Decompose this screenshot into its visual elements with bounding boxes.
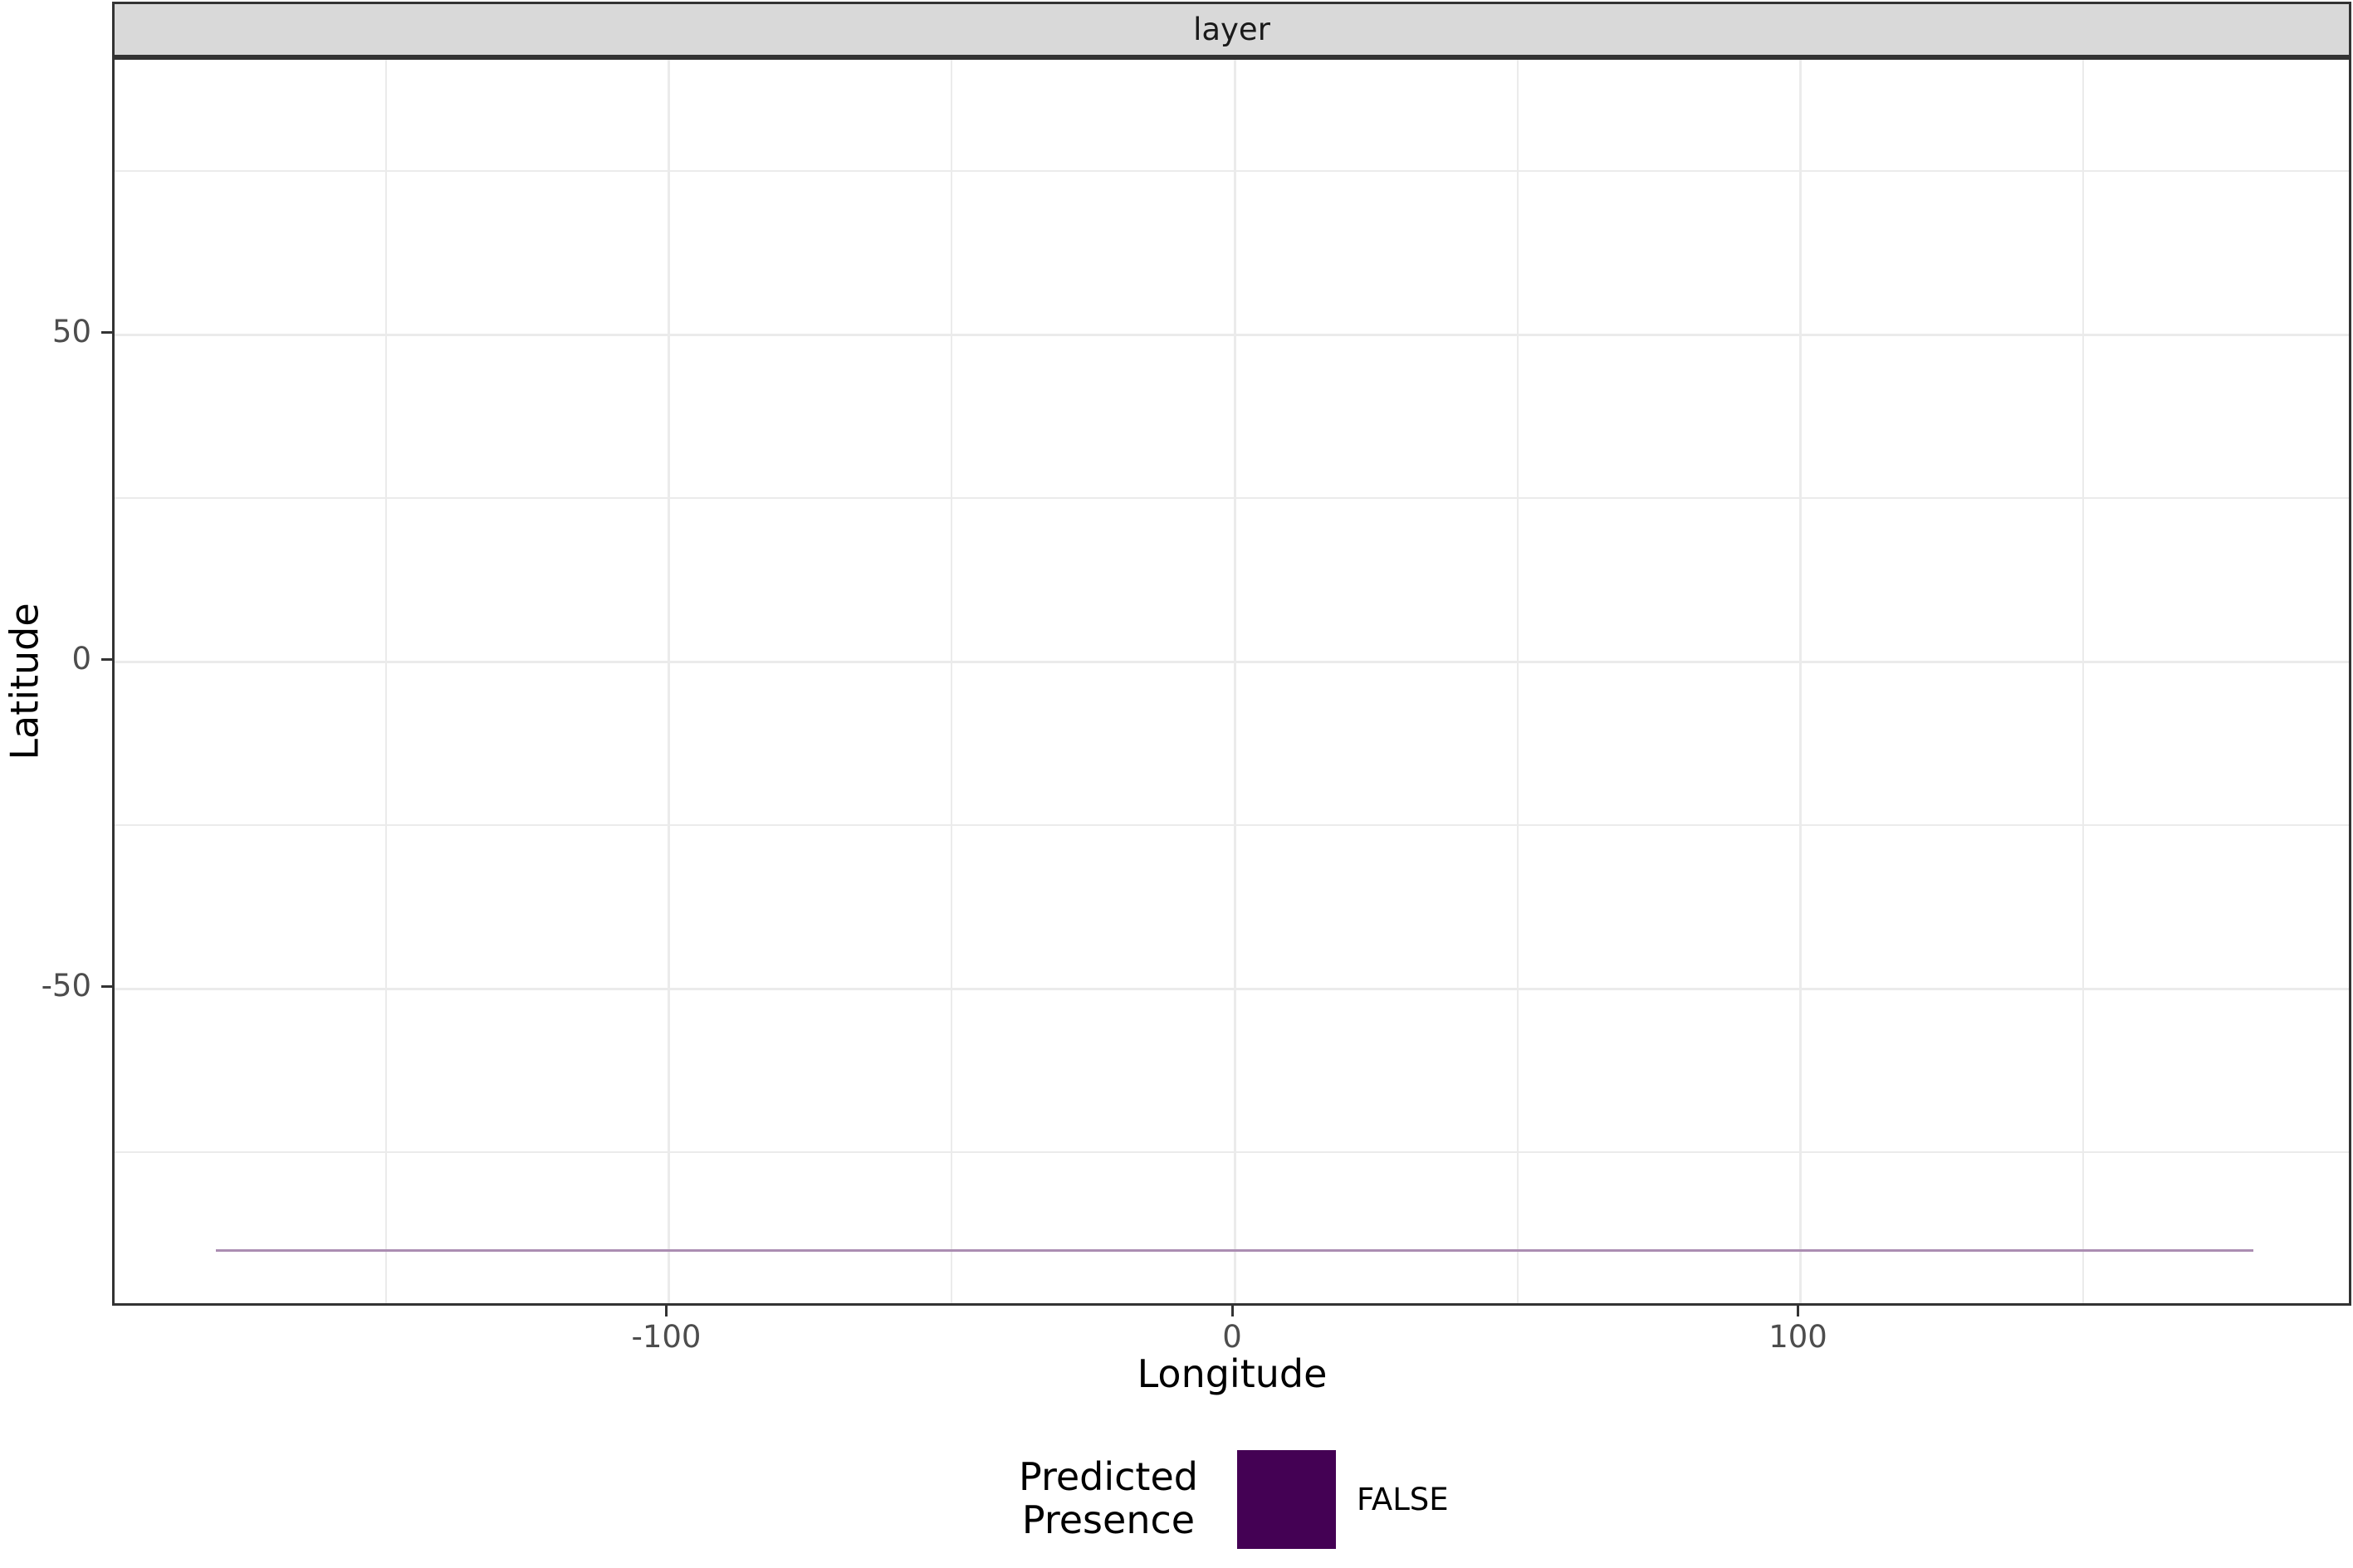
y-axis-tick bbox=[101, 330, 112, 334]
y-major-gridline bbox=[115, 660, 2349, 663]
legend-entry-label: FALSE bbox=[1357, 1482, 1449, 1517]
y-axis-title: Latitude bbox=[2, 603, 47, 760]
x-axis-tick bbox=[665, 1306, 668, 1316]
y-axis-tick bbox=[101, 984, 112, 988]
y-major-gridline bbox=[115, 987, 2349, 990]
raster-row-false bbox=[216, 1249, 2253, 1253]
facet-strip: layer bbox=[112, 2, 2351, 57]
x-axis-title: Longitude bbox=[1137, 1351, 1328, 1396]
y-minor-gridline bbox=[115, 170, 2349, 172]
x-minor-gridline bbox=[384, 60, 387, 1303]
y-major-gridline bbox=[115, 333, 2349, 336]
plot-panel bbox=[112, 57, 2351, 1306]
legend-title-line-2: Presence bbox=[1021, 1497, 1196, 1542]
x-axis-tick bbox=[1797, 1306, 1799, 1316]
legend-key-swatch bbox=[1237, 1450, 1336, 1549]
y-minor-gridline bbox=[115, 824, 2349, 826]
legend-title-line-1: Predicted bbox=[1019, 1454, 1198, 1499]
y-axis-tick-label: 50 bbox=[51, 314, 91, 349]
legend-title: Predicted Presence bbox=[1005, 1454, 1212, 1542]
x-major-gridline bbox=[1799, 60, 1802, 1303]
y-minor-gridline bbox=[115, 497, 2349, 499]
x-major-gridline bbox=[1233, 60, 1236, 1303]
y-axis-tick-label: 0 bbox=[71, 641, 91, 677]
x-axis-tick-label: -100 bbox=[631, 1319, 702, 1355]
x-minor-gridline bbox=[951, 60, 953, 1303]
x-minor-gridline bbox=[1516, 60, 1519, 1303]
x-axis-tick-label: 100 bbox=[1768, 1319, 1827, 1355]
y-axis-tick bbox=[101, 657, 112, 661]
x-major-gridline bbox=[668, 60, 670, 1303]
x-axis-tick bbox=[1230, 1306, 1234, 1316]
x-axis-tick-label: 0 bbox=[1222, 1319, 1242, 1355]
y-axis-tick-label: -50 bbox=[41, 968, 91, 1004]
x-minor-gridline bbox=[2082, 60, 2085, 1303]
facet-strip-label: layer bbox=[1193, 12, 1270, 47]
y-minor-gridline bbox=[115, 1151, 2349, 1153]
